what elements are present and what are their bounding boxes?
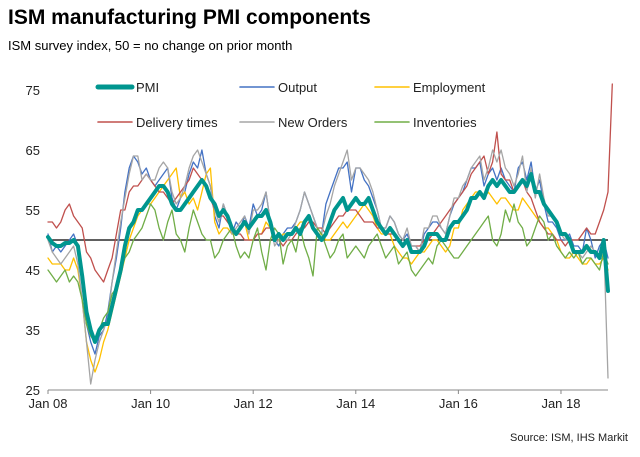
x-tick-label: Jan 12 (234, 396, 273, 411)
y-tick-label: 45 (26, 263, 40, 278)
x-tick-label: Jan 14 (336, 396, 375, 411)
legend-label-inventories: Inventories (413, 115, 477, 130)
y-tick-label: 75 (26, 83, 40, 98)
y-tick-label: 35 (26, 323, 40, 338)
legend-label-output: Output (278, 80, 317, 95)
legend-label-employment: Employment (413, 80, 486, 95)
y-tick-label: 65 (26, 143, 40, 158)
chart-title: ISM manufacturing PMI components (8, 6, 371, 29)
y-tick-label: 55 (26, 203, 40, 218)
x-tick-label: Jan 10 (131, 396, 170, 411)
legend-label-delivery-times: Delivery times (136, 115, 218, 130)
chart-subtitle: ISM survey index, 50 = no change on prio… (8, 38, 293, 53)
source-note: Source: ISM, IHS Markit (510, 432, 628, 444)
x-tick-label: Jan 08 (28, 396, 67, 411)
series-line-pmi (46, 172, 610, 344)
y-tick-label: 25 (26, 383, 40, 398)
series-line-new-orders (47, 149, 609, 385)
x-tick-label: Jan 16 (439, 396, 478, 411)
x-tick-label: Jan 18 (541, 396, 580, 411)
legend-label-new-orders: New Orders (278, 115, 348, 130)
legend-label-pmi: PMI (136, 80, 159, 95)
series-line-inventories (47, 203, 609, 343)
